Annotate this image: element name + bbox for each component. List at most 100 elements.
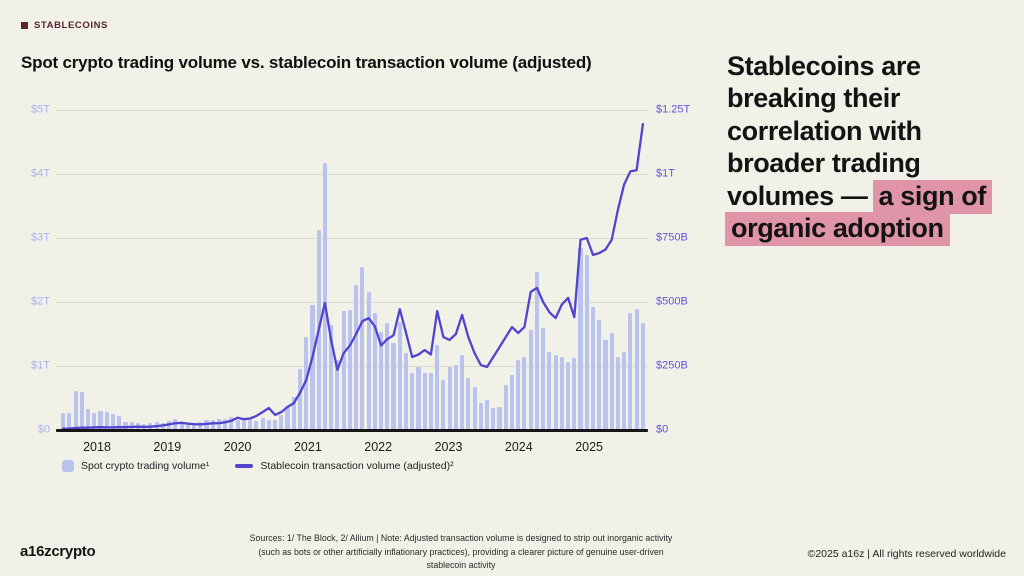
bar-2024-08 (566, 361, 571, 430)
bar-2022-05 (397, 321, 402, 430)
bar-2024-12 (590, 307, 596, 430)
bar-2025-05 (622, 351, 627, 430)
bar-2024-06 (553, 355, 558, 430)
x-axis-tick-2025: 2025 (575, 440, 603, 454)
bar-2021-11 (360, 266, 365, 430)
gridline (56, 302, 648, 303)
x-axis-tick-2022: 2022 (364, 440, 393, 454)
left-axis-tick: $0 (37, 423, 50, 436)
bar-swatch-icon (62, 460, 74, 472)
bar-2019-09 (198, 421, 203, 430)
x-axis-tick-2021: 2021 (293, 440, 322, 454)
line-series (61, 122, 645, 430)
bar-2019-06 (179, 421, 184, 430)
bar-2022-10 (428, 373, 433, 430)
bar-2025-08 (640, 323, 645, 430)
bar-2018-03 (86, 408, 91, 430)
bar-2023-03 (460, 355, 465, 430)
bar-2021-12 (366, 291, 371, 430)
gridline (56, 174, 648, 175)
bar-2021-01 (297, 369, 303, 430)
bar-2021-07 (335, 360, 340, 430)
left-axis-tick: $4T (31, 167, 50, 180)
bar-2025-03 (609, 332, 614, 430)
right-axis-tick: $1T (656, 167, 675, 180)
bar-2025-01 (597, 319, 602, 430)
gridline (56, 238, 648, 239)
legend-label: Stablecoin transaction volume (adjusted)… (260, 460, 454, 472)
left-axis-tick: $1T (31, 359, 50, 372)
bar-2019-12 (216, 419, 222, 430)
x-axis-tick-2023: 2023 (434, 440, 463, 454)
bar-2019-11 (210, 420, 215, 430)
bar-2022-07 (410, 373, 415, 430)
bar-2021-06 (329, 325, 334, 430)
bar-2024-03 (534, 271, 539, 430)
bar-2020-09 (273, 419, 278, 430)
bar-2019-08 (191, 423, 197, 430)
bar-2024-11 (584, 255, 589, 430)
bar-2025-02 (603, 339, 608, 430)
bar-2018-09 (123, 421, 128, 430)
right-axis-tick: $250B (656, 359, 688, 372)
bar-2025-04 (615, 357, 620, 430)
bar-2023-07 (484, 399, 490, 430)
bar-2022-09 (422, 373, 427, 430)
eyebrow-square-icon (21, 22, 28, 29)
bar-2022-02 (379, 332, 384, 430)
bar-2023-08 (491, 408, 496, 430)
bar-2020-04 (241, 419, 246, 430)
bar-2022-03 (385, 323, 390, 430)
eyebrow-label: STABLECOINS (34, 20, 108, 31)
bar-2020-07 (260, 417, 265, 430)
line-swatch-icon (235, 464, 254, 468)
gridline (56, 110, 648, 111)
right-axis-tick: $0 (656, 423, 669, 436)
bar-2023-12 (516, 360, 521, 430)
bar-2021-02 (304, 337, 309, 430)
bar-2023-04 (466, 378, 471, 430)
left-axis-tick: $2T (31, 295, 50, 308)
bar-2020-05 (248, 420, 253, 430)
bar-2022-12 (441, 380, 446, 430)
bar-2020-02 (229, 417, 234, 430)
bar-2020-03 (235, 420, 240, 430)
bar-2020-10 (279, 414, 284, 430)
bar-2021-10 (354, 284, 359, 430)
bar-2018-05 (98, 410, 103, 430)
bar-2022-11 (435, 344, 440, 430)
bar-2020-08 (266, 419, 271, 430)
legend: Spot crypto trading volume¹ Stablecoin t… (62, 460, 454, 472)
bar-2024-05 (547, 351, 552, 430)
bar-2017-11 (61, 412, 66, 430)
footer-copyright: ©2025 a16z | All rights reserved worldwi… (807, 548, 1006, 560)
footer-sources-note: Sources: 1/ The Block, 2/ Allium | Note:… (249, 533, 673, 571)
bar-2023-01 (447, 367, 452, 430)
bar-2022-08 (416, 367, 421, 430)
legend-item-spot-volume: Spot crypto trading volume¹ (62, 460, 209, 472)
bar-2017-12 (67, 412, 72, 430)
bar-2025-06 (628, 312, 633, 430)
x-axis-tick-2020: 2020 (223, 440, 252, 454)
chart-title: Spot crypto trading volume vs. stablecoi… (21, 53, 592, 72)
right-axis-tick: $750B (656, 231, 688, 244)
bar-2020-12 (291, 396, 296, 430)
x-axis-line (56, 429, 648, 432)
legend-label: Spot crypto trading volume¹ (81, 460, 210, 472)
bar-2018-06 (104, 412, 109, 430)
right-axis-tick: $1.25T (656, 103, 691, 116)
gridline (56, 366, 648, 367)
headline-plain: Stablecoins are breaking their correlati… (727, 51, 922, 211)
bar-2022-04 (391, 343, 396, 430)
bar-2024-02 (528, 330, 533, 430)
bar-2023-10 (503, 385, 508, 430)
a16z-crypto-logo: a16zcrypto (20, 543, 96, 560)
bar-2022-01 (372, 312, 377, 430)
x-axis-tick-2018: 2018 (83, 440, 111, 454)
x-axis-tick-2019: 2019 (153, 440, 182, 454)
bar-2023-11 (509, 375, 515, 430)
bar-2021-03 (310, 305, 315, 430)
bar-2023-06 (478, 403, 483, 430)
bar-2023-05 (472, 387, 477, 430)
